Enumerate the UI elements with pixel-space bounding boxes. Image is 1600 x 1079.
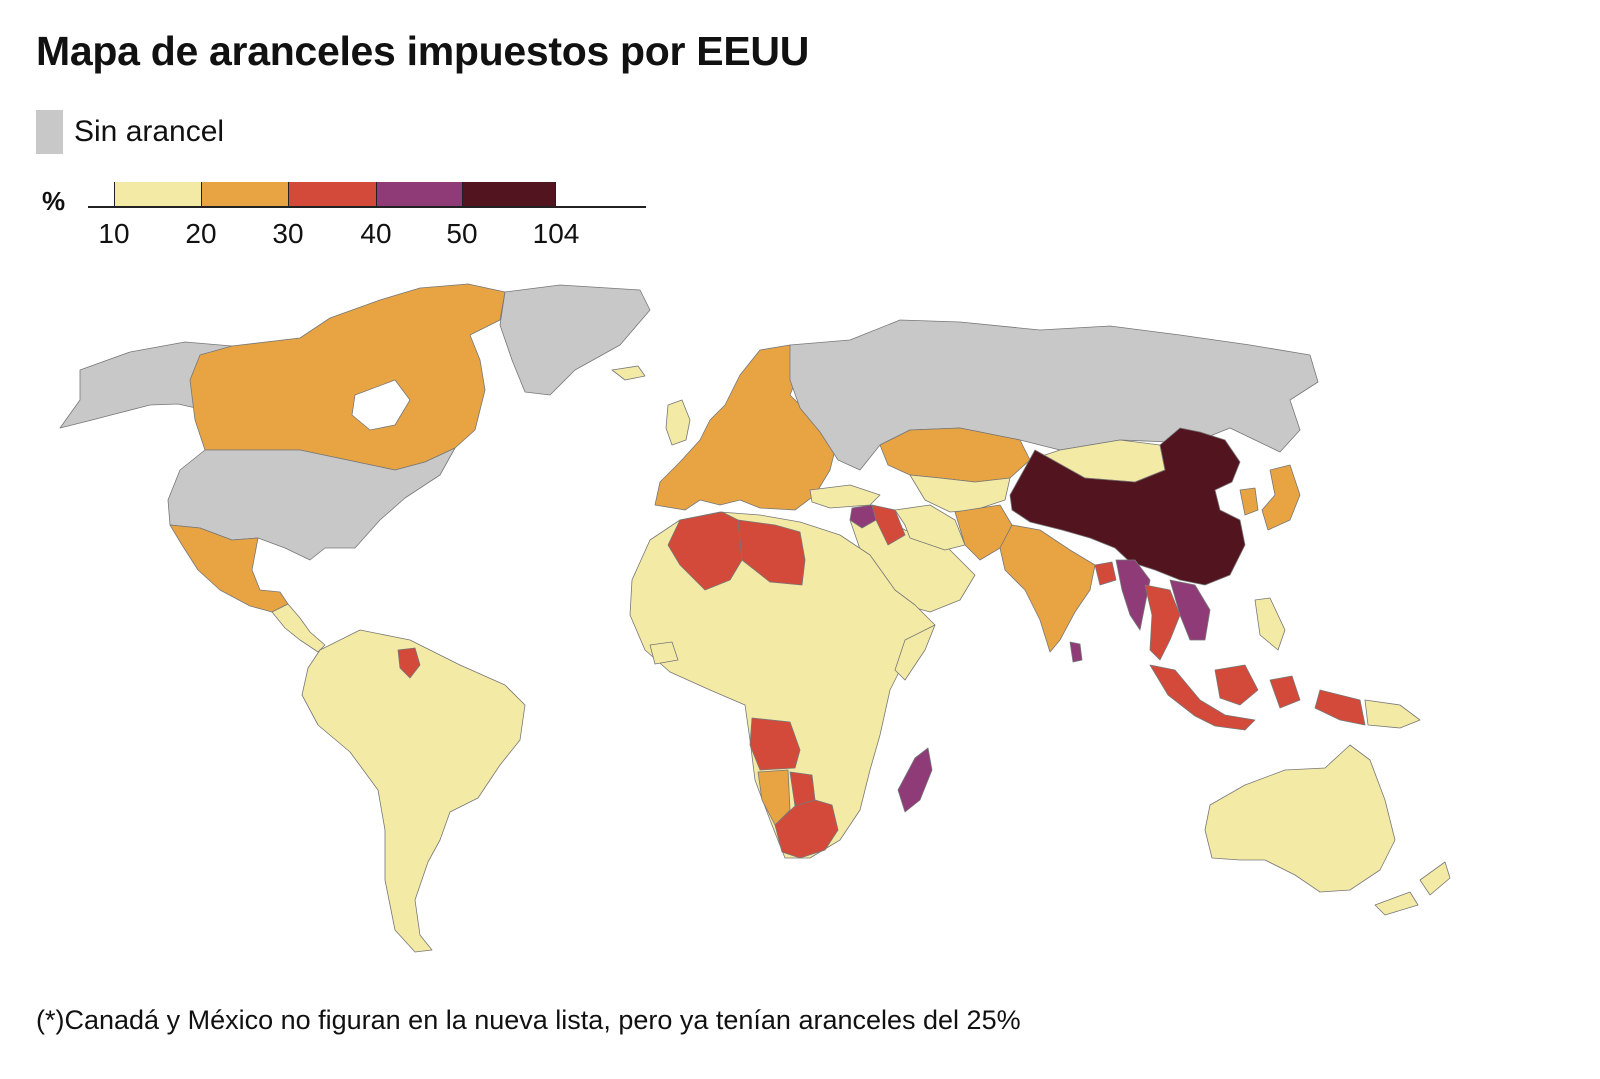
scale-bin-10-20 <box>114 182 201 206</box>
tariff-color-scale: % 10 20 30 40 50 104 <box>42 178 646 258</box>
region-myanmar <box>1115 559 1151 631</box>
region-algeria <box>667 511 743 591</box>
region-africa <box>629 511 936 859</box>
region-japan <box>1261 464 1301 531</box>
region-south-africa <box>774 799 839 859</box>
region-syria <box>849 504 877 529</box>
region-thailand <box>1144 584 1181 661</box>
scale-bin-20-30 <box>201 182 288 206</box>
region-alaska <box>59 341 233 429</box>
no-tariff-label: Sin arancel <box>74 115 225 148</box>
region-madagascar <box>897 747 933 813</box>
scale-bin-40-50 <box>376 182 462 206</box>
tick-label: 40 <box>360 218 392 249</box>
tick-label: 20 <box>185 218 217 249</box>
map-title: Mapa de aranceles impuestos por EEUU <box>36 28 810 74</box>
region-somalia <box>894 624 936 681</box>
region-greenland <box>499 284 651 396</box>
region-angola <box>749 717 801 771</box>
region-guyana <box>397 647 421 679</box>
region-canada <box>189 283 506 471</box>
region-papua <box>1364 699 1421 729</box>
region-iran <box>894 504 966 551</box>
unit-label: % <box>42 186 66 216</box>
region-central-asia <box>909 474 1011 513</box>
region-russia <box>789 319 1319 471</box>
region-sri-lanka <box>1069 641 1083 663</box>
region-iceland <box>611 365 646 381</box>
region-mexico <box>169 524 289 613</box>
region-libya <box>737 519 806 586</box>
tick-label: 104 <box>532 218 580 249</box>
region-ivory-coast <box>649 641 679 665</box>
region-central-america <box>271 603 326 653</box>
scale-axis-line <box>88 206 646 208</box>
region-turkey <box>809 484 881 509</box>
region-philippines <box>1254 597 1286 651</box>
region-australia <box>1204 744 1396 893</box>
region-vietnam <box>1169 579 1211 641</box>
region-india <box>999 524 1096 653</box>
region-south-america <box>301 629 526 953</box>
region-indonesia <box>1149 664 1366 731</box>
world-map <box>59 283 1451 953</box>
region-iraq <box>871 504 906 546</box>
scale-bin-30-40 <box>288 182 376 206</box>
tick-label: 10 <box>98 218 130 249</box>
scale-bin-50-104 <box>462 182 556 206</box>
tick-label: 30 <box>272 218 304 249</box>
region-uk <box>665 399 691 446</box>
tick-label: 50 <box>446 218 478 249</box>
region-new-zealand <box>1374 861 1451 916</box>
region-china <box>1009 427 1246 586</box>
footnote: (*)Canadá y México no figuran en la nuev… <box>36 1005 1021 1035</box>
region-bangladesh <box>1094 561 1117 586</box>
hudson-bay <box>351 379 411 431</box>
region-korea <box>1239 487 1259 516</box>
no-tariff-swatch <box>36 110 63 154</box>
no-tariff-legend: Sin arancel <box>36 110 224 154</box>
